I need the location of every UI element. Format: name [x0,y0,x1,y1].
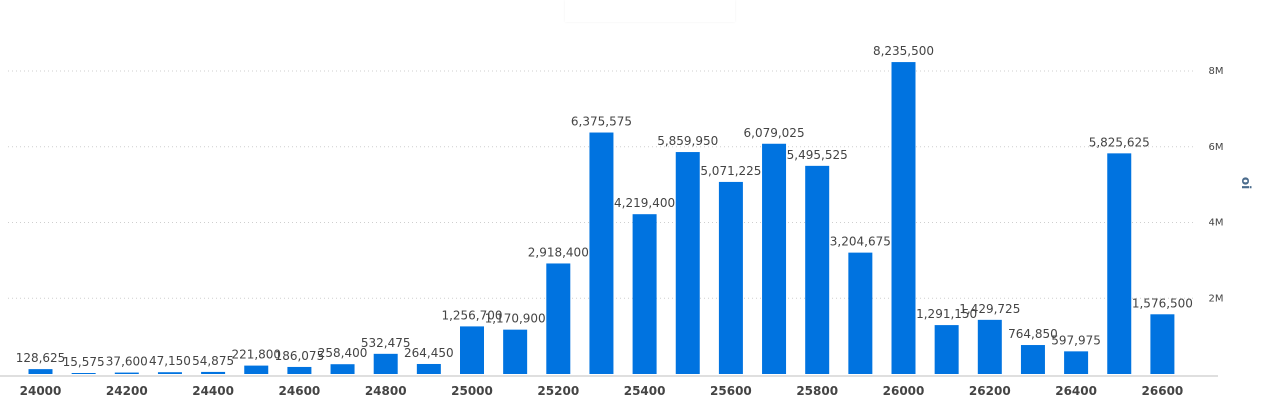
y-tick-label: 6M [1209,142,1224,153]
data-label: 6,079,025 [744,126,805,140]
x-tick-label: 26400 [1055,384,1097,398]
bar[interactable] [201,371,226,374]
data-label: 4,219,400 [614,196,675,210]
bar[interactable] [287,366,312,374]
x-tick-label: 26200 [969,384,1011,398]
data-label: 2,918,400 [528,245,589,259]
data-label: 5,859,950 [657,134,718,148]
bar[interactable] [762,143,787,374]
bar[interactable] [891,62,916,374]
x-tick-label: 24400 [192,384,234,398]
x-tick-label: 25000 [451,384,493,398]
y-tick-label: 2M [1209,293,1224,304]
bar[interactable] [1150,314,1175,374]
data-label: 5,825,625 [1089,135,1150,149]
data-label: 186,075 [275,349,325,363]
bar[interactable] [416,363,441,374]
bar[interactable] [805,165,830,374]
bar[interactable] [848,252,873,374]
data-label: 128,625 [16,351,66,365]
x-tick-label: 26000 [883,384,925,398]
data-label: 258,400 [318,346,368,360]
x-tick-label: 24200 [106,384,148,398]
bar[interactable] [114,372,139,374]
y-tick-label: 4M [1209,218,1224,229]
data-label: 597,975 [1051,333,1101,347]
data-label: 8,235,500 [873,44,934,58]
x-tick-label: 24800 [365,384,407,398]
data-label: 5,071,225 [700,164,761,178]
y-axis-title: oi [1239,177,1253,189]
data-label: 47,150 [149,354,191,368]
data-label: 764,850 [1008,327,1058,341]
x-tick-label: 25800 [796,384,838,398]
bar[interactable] [373,353,398,374]
x-axis-ticks: 24000 24200 24400 24600 24800 25000 25200 25400… [20,384,1184,398]
data-label: 15,575 [63,355,105,369]
data-label: 1,429,725 [959,302,1020,316]
bar[interactable] [460,326,484,374]
bar[interactable] [1064,351,1089,374]
bar[interactable] [244,365,269,374]
bar[interactable] [546,263,571,374]
bar[interactable] [157,372,182,374]
bar[interactable] [330,364,355,374]
data-label: 5,495,525 [787,148,848,162]
bar[interactable] [977,319,1002,374]
x-tick-label: 26600 [1142,384,1184,398]
top-tab [565,0,735,22]
data-label: 1,170,900 [485,312,546,326]
data-label: 6,375,575 [571,115,632,129]
data-label: 37,600 [106,355,148,369]
bar[interactable] [28,369,53,374]
data-label: 1,256,700 [441,308,502,322]
data-label: 1,576,500 [1132,296,1193,310]
data-label: 54,875 [192,354,234,368]
x-tick-label: 25600 [710,384,752,398]
data-label: 3,204,675 [830,235,891,249]
bar[interactable] [71,373,96,374]
x-tick-label: 24600 [279,384,321,398]
data-label: 532,475 [361,336,411,350]
data-label: 221,800 [231,348,281,362]
x-tick-label: 25400 [624,384,666,398]
bar[interactable] [718,181,743,374]
bar[interactable] [632,214,657,374]
bars [28,62,1175,374]
bar[interactable] [934,325,959,374]
y-axis-ticks: 2M 4M 6M 8M [1209,66,1224,304]
x-tick-label: 24000 [20,384,62,398]
bar[interactable] [1107,153,1132,374]
x-tick-label: 25200 [537,384,579,398]
bar[interactable] [589,132,614,374]
y-tick-label: 8M [1209,66,1224,77]
bar[interactable] [503,329,528,374]
data-label: 1,291,150 [916,307,977,321]
bar[interactable] [675,152,700,374]
bar[interactable] [1020,345,1045,374]
data-label: 264,450 [404,346,454,360]
